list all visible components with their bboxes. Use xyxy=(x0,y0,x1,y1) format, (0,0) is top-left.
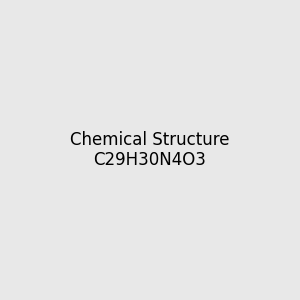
Text: Chemical Structure
C29H30N4O3: Chemical Structure C29H30N4O3 xyxy=(70,130,230,170)
